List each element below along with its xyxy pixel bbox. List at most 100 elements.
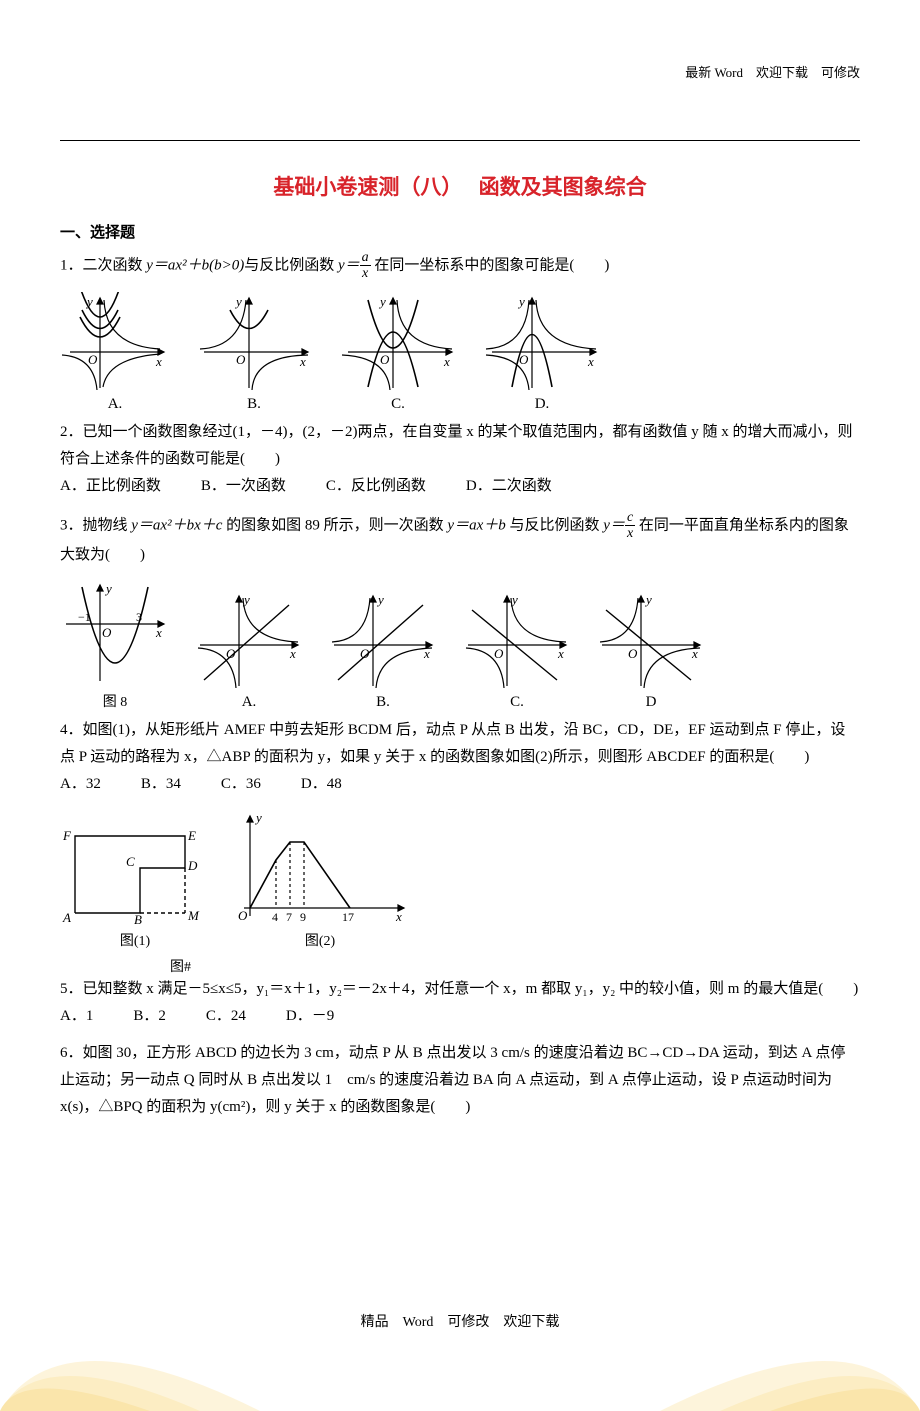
q4-opt-a: A．32 <box>60 771 101 798</box>
q1-chart-b: O x y <box>194 292 314 392</box>
question-3: 3．抛物线 y＝ax²＋bx＋c 的图象如图 89 所示，则一次函数 y＝ax＋… <box>60 510 860 569</box>
q6-stem: 6．如图 30，正方形 ABCD 的边长为 3 cm，动点 P 从 B 点出发以… <box>60 1045 845 1115</box>
q1-stem-c: 在同一坐标系中的图象可能是( ) <box>371 257 610 273</box>
q1-opt-b: O x y B. <box>194 292 314 413</box>
lbl-D: D <box>187 858 198 873</box>
lbl-17: 17 <box>342 910 354 924</box>
q2-options: A．正比例函数 B．一次函数 C．反比例函数 D．二次函数 <box>60 473 860 500</box>
q4-stem: 4．如图(1)，从矩形纸片 AMEF 中剪去矩形 BCDM 后，动点 P 从点 … <box>60 722 845 765</box>
lbl-B: B <box>134 912 142 927</box>
q5-stem: 5．已知整数 x 满足－5≤x≤5，y₁＝x＋1，y₂＝－2x＋4，对任意一个 … <box>60 981 858 997</box>
q3-given-chart: −1 3 O x y 图 8 <box>60 579 170 711</box>
q3-options: −1 3 O x y 图 8 O x y A. <box>60 579 860 711</box>
q1-frac: ax <box>360 250 371 282</box>
q4-cap1: 图(1) <box>60 930 210 950</box>
q3-frac-den: x <box>625 526 635 541</box>
q3-frac: cx <box>625 510 635 542</box>
svg-text:x: x <box>587 354 594 369</box>
q1-expr2-pre: y＝ <box>338 257 360 273</box>
svg-text:O: O <box>628 646 638 661</box>
svg-text:3: 3 <box>136 610 142 624</box>
q3-expr2: y＝ax＋b <box>447 517 505 533</box>
svg-text:x: x <box>155 625 162 640</box>
page-title: 基础小卷速测（八） 函数及其图象综合 <box>60 171 860 201</box>
header-divider <box>60 140 860 141</box>
svg-text:y: y <box>242 592 250 607</box>
svg-text:x: x <box>443 354 450 369</box>
lbl-C: C <box>126 854 135 869</box>
watermark-left <box>0 1191 260 1411</box>
q1-opt-d: O x y D. <box>482 292 602 413</box>
lbl-9: 9 <box>300 910 306 924</box>
svg-text:O: O <box>380 352 390 367</box>
question-2: 2．已知一个函数图象经过(1，－4)，(2，－2)两点，在自变量 x 的某个取值… <box>60 419 860 500</box>
q4-cap3: 图# <box>170 956 860 976</box>
q3-chart-given: −1 3 O x y <box>60 579 170 689</box>
q4-opt-c: C．36 <box>221 771 261 798</box>
q2-opt-d: D．二次函数 <box>466 473 552 500</box>
q1-chart-c: O x y <box>338 292 458 392</box>
svg-text:y: y <box>254 810 262 825</box>
q3-frac-num: c <box>625 510 635 526</box>
lbl-A: A <box>62 910 71 925</box>
q3-opt-d-label: D <box>596 694 706 711</box>
q4-opt-b: B．34 <box>141 771 181 798</box>
q1-opt-d-label: D. <box>482 396 602 413</box>
svg-text:x: x <box>155 354 162 369</box>
svg-text:O: O <box>226 646 236 661</box>
q3-opt-a: O x y A. <box>194 590 304 711</box>
svg-text:O: O <box>360 646 370 661</box>
q5-opt-b: B．2 <box>133 1003 166 1030</box>
q1-opt-c-label: C. <box>338 396 458 413</box>
svg-text:x: x <box>691 646 698 661</box>
question-1: 1．二次函数 y＝ax²＋b(b>0)与反比例函数 y＝ax 在同一坐标系中的图… <box>60 250 860 282</box>
q3-expr1: y＝ax²＋bx＋c <box>131 517 222 533</box>
q1-opt-b-label: B. <box>194 396 314 413</box>
q5-opt-c: C．24 <box>206 1003 246 1030</box>
q3-opt-c-label: C. <box>462 694 572 711</box>
q4-fig1: F E C D A B M <box>60 818 210 928</box>
svg-text:y: y <box>510 592 518 607</box>
q3-opt-d: O x y D <box>596 590 706 711</box>
q3-chart-d: O x y <box>596 590 706 690</box>
q3-chart-c: O x y <box>462 590 572 690</box>
q2-opt-b: B．一次函数 <box>201 473 286 500</box>
svg-text:y: y <box>234 294 242 309</box>
lbl-4: 4 <box>272 910 278 924</box>
q1-opt-a-label: A. <box>60 396 170 413</box>
q1-chart-a: O x y <box>60 292 170 392</box>
page: 最新 Word 欢迎下载 可修改 基础小卷速测（八） 函数及其图象综合 一、选择… <box>0 0 920 1411</box>
q1-chart-d: O x y <box>482 292 602 392</box>
lbl-F: F <box>62 828 72 843</box>
question-6: 6．如图 30，正方形 ABCD 的边长为 3 cm，动点 P 从 B 点出发以… <box>60 1040 860 1121</box>
q3-expr3-pre: y＝ <box>603 517 625 533</box>
svg-text:y: y <box>85 294 93 309</box>
watermark-right <box>660 1191 920 1411</box>
svg-text:x: x <box>557 646 564 661</box>
svg-text:x: x <box>423 646 430 661</box>
svg-text:−1: −1 <box>78 610 91 624</box>
svg-text:O: O <box>88 352 98 367</box>
q1-opt-a: O x y A. <box>60 292 170 413</box>
q3-opt-b-label: B. <box>328 694 438 711</box>
svg-text:y: y <box>104 581 112 596</box>
q3-opt-a-label: A. <box>194 694 304 711</box>
lbl-M: M <box>187 908 200 923</box>
q1-expr1: y＝ax²＋b(b>0) <box>146 257 244 273</box>
svg-text:y: y <box>517 294 525 309</box>
q1-options: O x y A. O x y B. <box>60 292 860 413</box>
q1-frac-num: a <box>360 250 371 266</box>
svg-text:y: y <box>378 294 386 309</box>
q4-figures: F E C D A B M 图(1) <box>60 808 860 950</box>
lbl-E: E <box>187 828 196 843</box>
q1-frac-den: x <box>360 266 371 281</box>
svg-text:O: O <box>494 646 504 661</box>
q4-options: A．32 B．34 C．36 D．48 <box>60 771 860 798</box>
q3-opt-c: O x y C. <box>462 590 572 711</box>
svg-text:O: O <box>519 352 529 367</box>
header-right: 最新 Word 欢迎下载 可修改 <box>685 62 860 81</box>
q3-chart-b: O x y <box>328 590 438 690</box>
section-heading: 一、选择题 <box>60 221 860 242</box>
q4-fig1-wrap: F E C D A B M 图(1) <box>60 818 210 950</box>
svg-text:y: y <box>376 592 384 607</box>
